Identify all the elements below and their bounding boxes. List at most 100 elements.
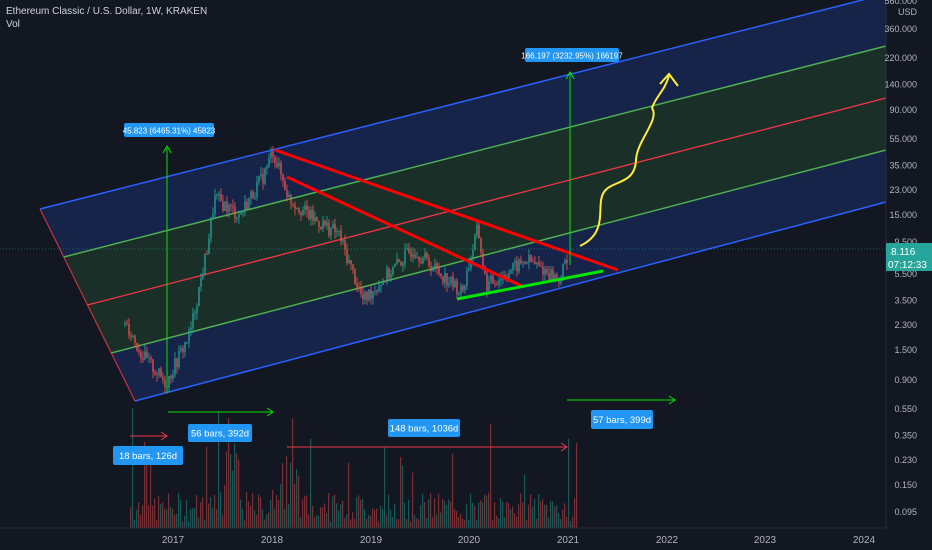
candle-body bbox=[372, 291, 374, 299]
symbol-title[interactable]: Ethereum Classic / U.S. Dollar, 1W, KRAK… bbox=[6, 6, 208, 17]
bars-label-148-bg bbox=[388, 419, 460, 437]
bars-label-57-text[interactable]: 57 bars, 399d bbox=[593, 415, 651, 426]
candle-body bbox=[398, 259, 400, 262]
candle-body bbox=[410, 252, 412, 257]
channel-line bbox=[111, 149, 887, 354]
price-tick-label: 55.000 bbox=[889, 134, 917, 144]
volume-bar bbox=[546, 504, 548, 528]
volume-bar bbox=[306, 495, 308, 528]
volume-bar bbox=[184, 515, 186, 528]
measure-label-2: 166.197 (3232.95%) 166197 bbox=[521, 48, 623, 62]
candle-body bbox=[176, 358, 178, 368]
candle-body bbox=[228, 205, 230, 212]
volume-bar bbox=[328, 493, 330, 528]
candle-body bbox=[458, 293, 460, 295]
candle-body bbox=[240, 213, 242, 215]
volume-bar bbox=[214, 495, 216, 528]
volume-bar bbox=[250, 506, 252, 528]
volume-bar bbox=[432, 516, 434, 528]
candle-body bbox=[384, 280, 386, 283]
volume-bar bbox=[556, 505, 558, 528]
volume-bar bbox=[558, 513, 560, 528]
volume-bar bbox=[258, 494, 260, 528]
candle-body bbox=[428, 257, 430, 266]
volume-bar bbox=[484, 494, 486, 528]
volume-bar bbox=[498, 518, 500, 528]
candle-body bbox=[514, 260, 516, 264]
volume-bar bbox=[324, 503, 326, 528]
volume-bar bbox=[320, 507, 322, 528]
candle-body bbox=[306, 205, 308, 211]
volume-bar bbox=[288, 504, 290, 528]
volume-bar bbox=[400, 456, 402, 528]
candle-body bbox=[250, 191, 252, 199]
price-tick-label: 0.150 bbox=[894, 480, 917, 490]
volume-bar bbox=[300, 517, 302, 528]
candle-body bbox=[520, 259, 522, 264]
candle-body bbox=[348, 260, 350, 263]
volume-bar bbox=[222, 515, 224, 528]
candle-body bbox=[220, 194, 222, 202]
volume-bar bbox=[460, 513, 462, 528]
volume-bar bbox=[136, 509, 138, 528]
volume-bar bbox=[538, 494, 540, 528]
volume-bar bbox=[536, 519, 538, 528]
volume-bar bbox=[360, 499, 362, 528]
candle-body bbox=[148, 357, 150, 359]
candle-body bbox=[566, 260, 568, 264]
candle-body bbox=[280, 162, 282, 175]
candle-body bbox=[204, 253, 206, 275]
volume-bar bbox=[406, 519, 408, 528]
candle-body bbox=[370, 289, 372, 299]
volume-bar bbox=[236, 453, 238, 528]
channel-band bbox=[63, 46, 886, 305]
measure-label-1-text[interactable]: 45.823 (6465.31%) 45823 bbox=[123, 127, 216, 136]
candle-body bbox=[314, 217, 316, 222]
volume-bar bbox=[568, 438, 570, 528]
volume-bar bbox=[282, 463, 284, 528]
volume-bar bbox=[144, 441, 146, 528]
volume-bar bbox=[396, 519, 398, 528]
volume-bar bbox=[378, 521, 380, 528]
measure-label-2-text[interactable]: 166.197 (3232.95%) 166197 bbox=[521, 52, 623, 61]
candle-body bbox=[380, 285, 382, 287]
volume-bar bbox=[140, 514, 142, 528]
volume-bar bbox=[376, 508, 378, 528]
volume-bar bbox=[256, 515, 258, 528]
candle-body bbox=[216, 194, 218, 196]
volume-bar bbox=[218, 410, 220, 528]
candle-body bbox=[464, 285, 466, 291]
volume-bar bbox=[342, 500, 344, 528]
candle-body bbox=[492, 275, 494, 284]
candle-body bbox=[452, 276, 454, 288]
candle-body bbox=[300, 212, 302, 215]
volume-bar bbox=[286, 456, 288, 528]
candle-body bbox=[274, 157, 276, 163]
volume-label[interactable]: Vol bbox=[6, 19, 20, 30]
volume-bar bbox=[494, 502, 496, 528]
candle-body bbox=[182, 348, 184, 353]
volume-bar bbox=[500, 497, 502, 528]
volume-bar bbox=[426, 518, 428, 528]
volume-bar bbox=[548, 517, 550, 528]
candle-body bbox=[336, 230, 338, 232]
volume-bar bbox=[542, 499, 544, 528]
bars-label-18-text[interactable]: 18 bars, 126d bbox=[119, 451, 177, 462]
candle-body bbox=[272, 151, 274, 158]
volume-bar bbox=[532, 506, 534, 528]
candle-body bbox=[208, 238, 210, 255]
bars-label-148-text[interactable]: 148 bars, 1036d bbox=[390, 424, 459, 435]
volume-bar bbox=[202, 497, 204, 528]
candle-body bbox=[554, 274, 556, 280]
candle-body bbox=[262, 173, 264, 184]
volume-bar bbox=[438, 493, 440, 528]
price-tick-label: 23.000 bbox=[889, 185, 917, 195]
volume-bar bbox=[448, 499, 450, 528]
bars-label-56-text[interactable]: 56 bars, 392d bbox=[191, 429, 249, 440]
candle-body bbox=[564, 260, 566, 264]
candle-body bbox=[344, 240, 346, 250]
volume-bar bbox=[390, 509, 392, 528]
time-tick-label: 2017 bbox=[162, 535, 185, 546]
candle-body bbox=[460, 285, 462, 294]
